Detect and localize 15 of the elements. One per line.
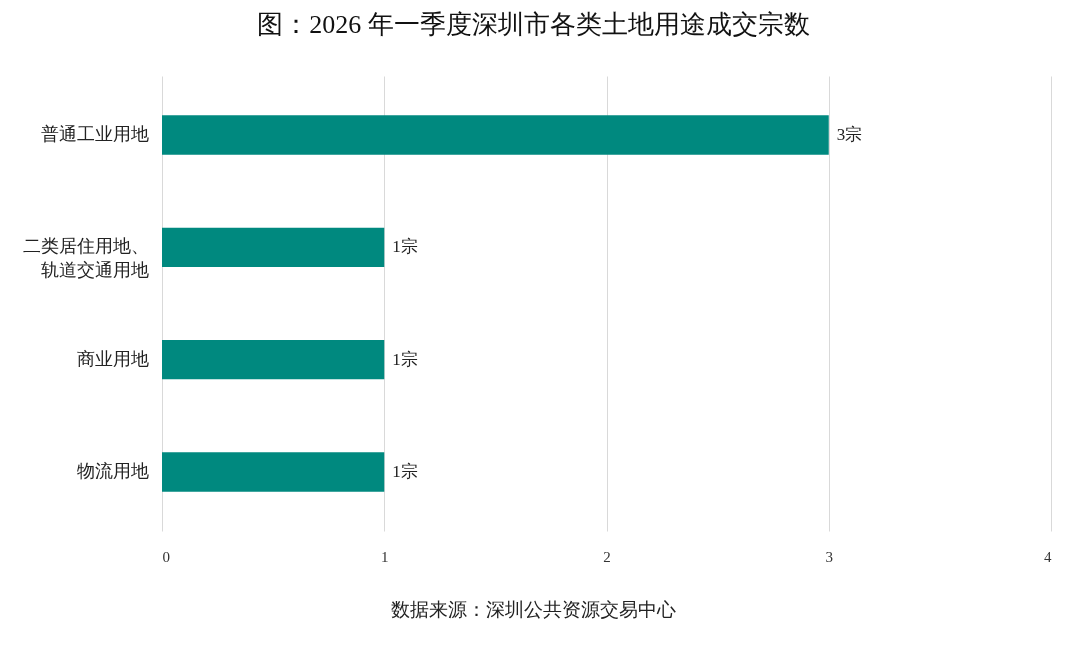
chart-title: 图：2026 年一季度深圳市各类土地用途成交宗数 [257,10,810,39]
x-tick-label: 0 [162,548,170,565]
x-tick-label: 2 [603,548,611,565]
x-tick-label: 4 [1044,548,1052,565]
data-label: 1宗 [392,237,418,257]
data-label: 3宗 [836,124,863,144]
source-note: 数据来源：深圳公共资源交易中心 [390,598,677,622]
data-label: 1宗 [392,349,418,369]
y-tick-label: 商业用地 [76,348,149,369]
y-tick-label: 物流用地 [76,461,149,482]
x-tick-label: 3 [825,548,833,565]
data-label: 1宗 [392,462,418,482]
x-tick-label: 1 [381,548,389,565]
y-tick-label: 普通工业用地 [40,123,149,144]
y-tick-label: 二类居住用地、轨道交通用地 [22,236,149,281]
